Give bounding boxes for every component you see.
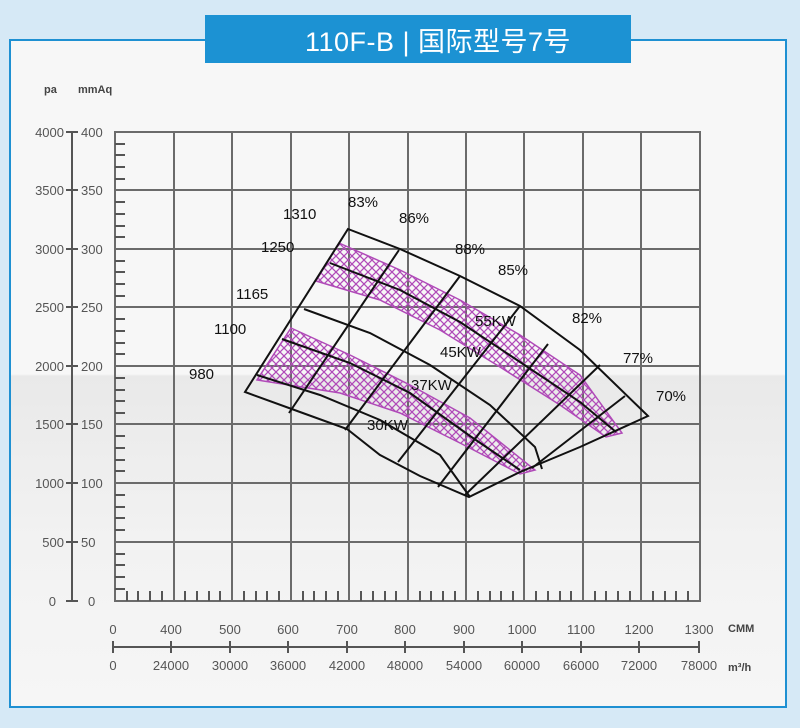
efficiency-lines: [288, 249, 626, 496]
svg-text:1100: 1100: [214, 321, 246, 338]
power-labels: 55KW 45KW 37KW 30KW: [367, 313, 517, 434]
y-axis: [66, 131, 78, 602]
svg-text:1300: 1300: [685, 622, 714, 637]
svg-text:82%: 82%: [572, 310, 602, 327]
svg-text:500: 500: [42, 535, 64, 550]
svg-text:60000: 60000: [504, 658, 540, 673]
svg-text:55KW: 55KW: [475, 313, 517, 330]
svg-text:50: 50: [81, 535, 95, 550]
svg-text:1000: 1000: [508, 622, 537, 637]
svg-text:3500: 3500: [35, 183, 64, 198]
svg-text:2000: 2000: [35, 359, 64, 374]
x-unit-m3h: m³/h: [728, 662, 752, 674]
svg-text:1500: 1500: [35, 417, 64, 432]
grid: [114, 131, 701, 602]
svg-text:3000: 3000: [35, 242, 64, 257]
svg-text:400: 400: [160, 622, 182, 637]
svg-text:1100: 1100: [567, 622, 595, 637]
curve-1250: [329, 262, 617, 433]
svg-text:0: 0: [88, 594, 95, 609]
power-bands: [255, 242, 624, 475]
svg-text:100: 100: [81, 476, 103, 491]
curve-1165: [303, 308, 543, 470]
svg-text:1200: 1200: [625, 622, 654, 637]
svg-text:400: 400: [81, 125, 103, 140]
svg-text:4000: 4000: [35, 125, 64, 140]
svg-text:24000: 24000: [153, 658, 189, 673]
svg-text:83%: 83%: [348, 194, 378, 211]
svg-text:980: 980: [189, 366, 214, 383]
svg-text:66000: 66000: [563, 658, 599, 673]
svg-text:500: 500: [219, 622, 241, 637]
y-unit-pa: pa: [44, 84, 58, 96]
svg-text:1000: 1000: [35, 476, 64, 491]
svg-text:45KW: 45KW: [440, 344, 482, 361]
svg-text:1250: 1250: [261, 239, 294, 256]
svg-text:1165: 1165: [236, 286, 268, 303]
svg-text:1310: 1310: [283, 206, 316, 223]
svg-text:54000: 54000: [446, 658, 482, 673]
efficiency-labels: 83% 86% 88% 85% 82% 77% 70%: [348, 194, 686, 405]
svg-text:48000: 48000: [387, 658, 423, 673]
svg-text:350: 350: [81, 183, 103, 198]
band-lower: [255, 327, 537, 475]
svg-text:77%: 77%: [623, 350, 653, 367]
svg-text:30KW: 30KW: [367, 417, 409, 434]
svg-text:78000: 78000: [681, 658, 717, 673]
svg-text:70%: 70%: [656, 388, 686, 405]
svg-text:30000: 30000: [212, 658, 248, 673]
svg-text:42000: 42000: [329, 658, 365, 673]
svg-text:2500: 2500: [35, 300, 64, 315]
y-ticks-mmaq: 400 350 300 250 200 150 100 50 0: [81, 125, 103, 609]
band-upper: [314, 242, 624, 438]
x-unit-cmm: CMM: [728, 623, 754, 635]
svg-text:250: 250: [81, 300, 103, 315]
svg-text:0: 0: [109, 622, 116, 637]
svg-text:200: 200: [81, 359, 103, 374]
envelope: [243, 227, 650, 499]
svg-text:0: 0: [49, 594, 56, 609]
svg-text:800: 800: [394, 622, 416, 637]
y-ticks-pa: 4000 3500 3000 2500 2000 1500 1000 500 0: [35, 125, 64, 609]
x-ticks-m3h: 0 24000 30000 36000 42000 48000 54000 60…: [109, 658, 717, 673]
svg-text:88%: 88%: [455, 241, 485, 258]
svg-text:150: 150: [81, 417, 103, 432]
chart-title: 110F-B | 国际型号7号: [205, 15, 631, 63]
svg-text:85%: 85%: [498, 262, 528, 279]
svg-text:300: 300: [81, 242, 103, 257]
svg-text:600: 600: [277, 622, 299, 637]
svg-text:0: 0: [109, 658, 116, 673]
svg-text:37KW: 37KW: [411, 377, 453, 394]
speed-labels: 1310 1250 1165 1100 980: [189, 206, 316, 383]
svg-text:86%: 86%: [399, 210, 429, 227]
x-ticks-cmm: 0 400 500 600 700 800 900 1000 1100 1200…: [109, 622, 713, 637]
svg-text:36000: 36000: [270, 658, 306, 673]
svg-text:72000: 72000: [621, 658, 657, 673]
curve-980: [256, 374, 471, 498]
svg-text:900: 900: [453, 622, 475, 637]
minor-ticks: [115, 143, 689, 601]
y-unit-mmaq: mmAq: [78, 84, 112, 96]
svg-text:700: 700: [336, 622, 358, 637]
x-axis: [112, 641, 700, 653]
